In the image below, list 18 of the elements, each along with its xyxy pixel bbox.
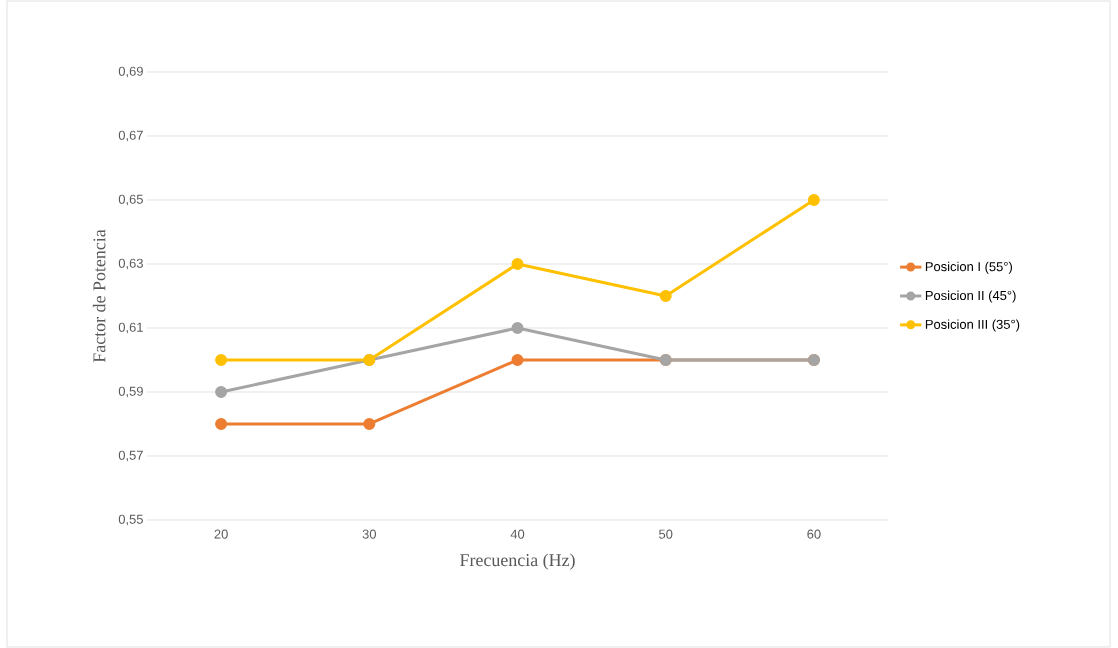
- y-tick-label: 0,69: [118, 66, 143, 78]
- legend-label: Posicion I (55°): [925, 261, 1012, 274]
- y-tick-label: 0,63: [118, 258, 143, 270]
- legend-label: Posicion II (45°): [925, 290, 1016, 303]
- y-tick-label: 0,57: [118, 450, 143, 462]
- x-tick-label: 50: [659, 529, 673, 539]
- x-axis-title: Frecuencia (Hz): [460, 553, 575, 570]
- x-tick-label: 40: [510, 529, 525, 539]
- y-axis-title: Factor de Potencia: [92, 229, 106, 363]
- legend-label: Posicion III (35°): [925, 319, 1020, 332]
- x-tick-label: 20: [214, 529, 228, 539]
- y-tick-label: 0,67: [118, 130, 143, 142]
- x-tick-label: 30: [362, 529, 377, 539]
- y-tick-label: 0,55: [118, 514, 143, 526]
- y-tick-label: 0,59: [118, 386, 143, 398]
- y-tick-label: 0,65: [118, 194, 143, 206]
- y-tick-label: 0,61: [118, 322, 143, 334]
- x-tick-label: 60: [807, 529, 821, 539]
